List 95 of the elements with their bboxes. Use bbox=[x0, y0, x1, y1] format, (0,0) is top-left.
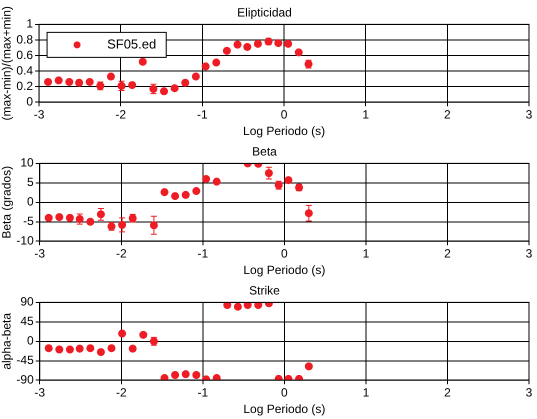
y-tick-label: 0.6 bbox=[16, 48, 34, 62]
point bbox=[222, 46, 231, 55]
point bbox=[86, 344, 94, 352]
point bbox=[44, 78, 52, 86]
point bbox=[182, 370, 190, 378]
point bbox=[160, 87, 168, 96]
y-tick-label: 0.8 bbox=[16, 32, 34, 46]
point bbox=[294, 48, 303, 56]
x-tick-label: -3 bbox=[34, 386, 46, 400]
x-tick-label: 2 bbox=[444, 246, 452, 261]
x-tick-label: -1 bbox=[197, 246, 208, 261]
x-tick-label: 2 bbox=[444, 108, 452, 122]
y-tick-label: -45 bbox=[16, 353, 34, 368]
y-tick-label: 0.2 bbox=[16, 78, 34, 93]
x-axis-title: Log Periodo (s) bbox=[243, 263, 326, 278]
point bbox=[223, 302, 232, 309]
x-tick-label: -2 bbox=[115, 108, 126, 122]
point bbox=[192, 187, 200, 196]
point bbox=[108, 344, 116, 352]
point bbox=[234, 302, 242, 311]
x-tick-label: 3 bbox=[526, 386, 533, 400]
y-tick-label: 0.4 bbox=[16, 63, 34, 78]
point bbox=[55, 346, 64, 354]
x-tick-label: 0 bbox=[280, 108, 288, 122]
point bbox=[65, 78, 74, 86]
point bbox=[138, 58, 147, 66]
x-tick-label: -3 bbox=[34, 108, 45, 122]
y-tick-label: 45 bbox=[20, 314, 34, 328]
y-axis-title: alpha-beta bbox=[0, 312, 14, 370]
x-tick-label: -1 bbox=[197, 386, 208, 400]
point bbox=[139, 330, 148, 339]
y-axis-title: Beta (grados) bbox=[0, 166, 14, 239]
point bbox=[212, 58, 220, 67]
point bbox=[66, 214, 74, 222]
point bbox=[254, 40, 262, 48]
y-tick-label: 5 bbox=[27, 175, 34, 190]
point bbox=[44, 214, 53, 222]
x-axis-title: Log Periodo (s) bbox=[243, 402, 326, 416]
point bbox=[274, 374, 283, 380]
point bbox=[284, 40, 292, 48]
y-tick-label: -5 bbox=[23, 214, 34, 228]
y-tick-label: 1 bbox=[26, 16, 34, 31]
point bbox=[254, 302, 262, 309]
x-tick-label: -2 bbox=[116, 246, 127, 261]
y-axis-title: (max-min)/(max+min) bbox=[0, 6, 14, 120]
y-tick-label: 10 bbox=[20, 156, 34, 170]
point bbox=[76, 344, 84, 353]
point bbox=[171, 371, 180, 380]
point bbox=[192, 72, 200, 81]
chart-title: Elipticidad bbox=[237, 6, 292, 20]
point bbox=[66, 346, 74, 354]
y-tick-label: 0 bbox=[26, 94, 34, 109]
point bbox=[54, 76, 63, 84]
x-tick-label: 2 bbox=[444, 386, 452, 400]
point bbox=[202, 174, 210, 183]
point bbox=[86, 78, 94, 86]
point bbox=[234, 40, 242, 49]
y-tick-label: -90 bbox=[16, 372, 34, 387]
chart-title: Beta bbox=[252, 144, 278, 159]
x-tick-label: 1 bbox=[362, 108, 370, 122]
x-tick-label: 1 bbox=[362, 386, 370, 400]
point bbox=[295, 374, 304, 380]
point bbox=[55, 213, 64, 222]
x-tick-label: 3 bbox=[526, 108, 533, 122]
chart-title: Strike bbox=[249, 284, 280, 298]
point bbox=[171, 192, 180, 200]
x-tick-label: 3 bbox=[526, 246, 533, 261]
point bbox=[192, 371, 200, 380]
y-tick-label: 0 bbox=[27, 194, 34, 209]
x-tick-label: 0 bbox=[281, 386, 288, 400]
point bbox=[160, 188, 169, 196]
point bbox=[170, 84, 179, 92]
point bbox=[118, 330, 126, 338]
legend-label: SF05.ed bbox=[107, 36, 156, 52]
point bbox=[181, 78, 190, 87]
x-tick-label: 1 bbox=[362, 246, 370, 261]
point bbox=[274, 39, 282, 48]
point bbox=[212, 374, 221, 380]
point bbox=[284, 374, 292, 380]
point bbox=[212, 178, 221, 186]
y-tick-label: -10 bbox=[16, 234, 34, 248]
x-tick-label: 0 bbox=[281, 246, 288, 261]
point bbox=[44, 344, 53, 352]
x-tick-label: -2 bbox=[116, 386, 127, 400]
x-tick-label: -3 bbox=[34, 246, 46, 261]
point bbox=[160, 374, 169, 380]
point bbox=[86, 218, 94, 226]
point bbox=[182, 190, 190, 199]
point bbox=[202, 62, 210, 70]
point bbox=[284, 176, 292, 184]
y-tick-label: 90 bbox=[20, 294, 34, 309]
x-axis-title: Log Periodo (s) bbox=[243, 124, 326, 138]
y-tick-label: 0 bbox=[27, 334, 34, 348]
point bbox=[244, 302, 252, 309]
x-tick-label: -1 bbox=[197, 108, 208, 122]
